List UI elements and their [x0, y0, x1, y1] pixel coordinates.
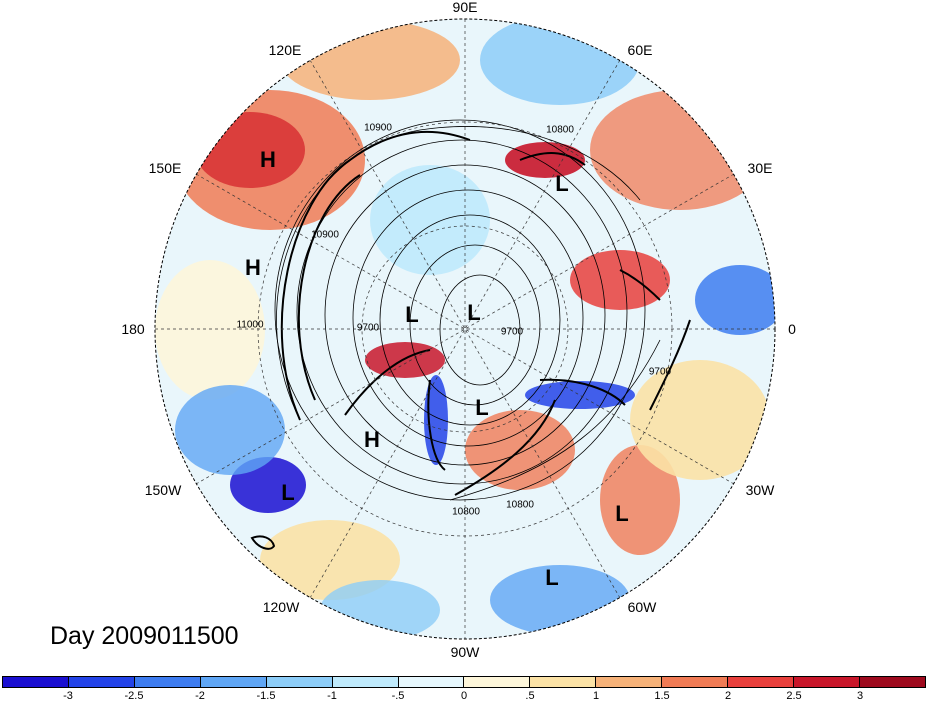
- anomaly-patch: [480, 19, 640, 105]
- colorbar-swatch: [728, 677, 795, 687]
- high-pressure-marker: H: [364, 427, 380, 452]
- low-pressure-marker: L: [475, 395, 489, 420]
- map-boundary: [154, 18, 776, 640]
- anomaly-patch: [424, 375, 448, 465]
- anomaly-patch: [320, 580, 440, 639]
- wind-contours: [250, 130, 691, 550]
- colorbar-tick-label: -1.5: [256, 690, 276, 702]
- colorbar-swatch: [596, 677, 663, 687]
- colorbar-tick-label: 1.5: [654, 690, 670, 702]
- high-pressure-marker: H: [245, 255, 261, 280]
- colorbar-swatch: [398, 677, 465, 687]
- anomaly-patch: [525, 381, 635, 409]
- contour-label: 9700: [648, 366, 672, 378]
- lon-label: 60W: [627, 599, 657, 615]
- graticule: [155, 19, 775, 639]
- colorbar-tick-label: .5: [525, 690, 535, 702]
- contour-label: 10800: [546, 124, 574, 136]
- lon-label: 180: [121, 321, 145, 337]
- colorbar-swatch: [68, 677, 135, 687]
- colorbar-tick-label: 2.5: [786, 690, 802, 702]
- colorbar-swatch: [332, 677, 399, 687]
- lon-label: 150W: [144, 482, 182, 498]
- colorbar-tick-label: -.5: [391, 690, 405, 702]
- colorbar-swatch: [134, 677, 201, 687]
- lon-label: 30E: [747, 160, 773, 176]
- anomaly-patch: [505, 142, 585, 178]
- lon-label: 90W: [450, 644, 480, 660]
- contour-label: 10900: [311, 229, 339, 241]
- contour-label: 11000: [236, 319, 264, 331]
- lon-label: 90E: [452, 0, 478, 15]
- anomaly-patch: [370, 165, 490, 275]
- colorbar-swatch: [266, 677, 333, 687]
- lon-label: 0: [788, 321, 796, 337]
- anomaly-patch: [570, 250, 670, 310]
- colorbar-tick-label: 1: [592, 690, 600, 702]
- lon-label: 150E: [148, 160, 182, 176]
- colorbar-tick-label: -3: [63, 690, 73, 702]
- anomaly-patch: [695, 265, 775, 335]
- colorbar-swatch: [464, 677, 531, 687]
- anomaly-patch: [365, 342, 445, 378]
- contour-label: 9700: [356, 322, 380, 334]
- colorbar-swatch: [530, 677, 597, 687]
- low-pressure-marker: L: [615, 501, 629, 526]
- colorbar-tick-label: -1: [327, 690, 337, 702]
- lon-label: 60E: [627, 42, 653, 58]
- low-pressure-marker: L: [281, 480, 295, 505]
- anomaly-patch: [175, 385, 285, 475]
- contour-label: 9700: [500, 326, 524, 338]
- colorbar-tick-label: -2: [195, 690, 205, 702]
- colorbar-swatch: [662, 677, 729, 687]
- anomaly-patch: [260, 520, 400, 600]
- contour-label: 10900: [364, 122, 392, 134]
- high-pressure-marker: L: [545, 565, 559, 590]
- anomaly-patch: [155, 260, 265, 400]
- day-title: Day 2009011500: [50, 622, 239, 650]
- low-pressure-marker: L: [467, 300, 481, 325]
- colorbar-swatch: [200, 677, 267, 687]
- colorbar-swatch: [794, 677, 860, 687]
- anomaly-patch: [195, 112, 305, 188]
- low-pressure-marker: L: [405, 302, 419, 327]
- contour-label: 10800: [506, 499, 534, 511]
- colorbar-tick-label: 2: [724, 690, 732, 702]
- contour-label: 10800: [452, 506, 480, 518]
- anomaly-patch: [280, 20, 460, 100]
- low-pressure-marker: L: [555, 171, 569, 196]
- lon-label: 120W: [262, 599, 300, 615]
- colorbar-swatch: [3, 677, 69, 687]
- colorbar-swatch: [859, 677, 925, 687]
- anomaly-patch: [600, 445, 680, 555]
- anomaly-patch: [630, 360, 770, 480]
- colorbar-tick-label: 0: [460, 690, 468, 702]
- high-pressure-marker: H: [260, 147, 276, 172]
- lon-label: 120E: [268, 42, 302, 58]
- colorbar-tick-label: 3: [856, 690, 864, 702]
- lon-label: 30W: [745, 482, 775, 498]
- colorbar-tick-label: -2.5: [124, 690, 144, 702]
- colorbar: [2, 676, 926, 688]
